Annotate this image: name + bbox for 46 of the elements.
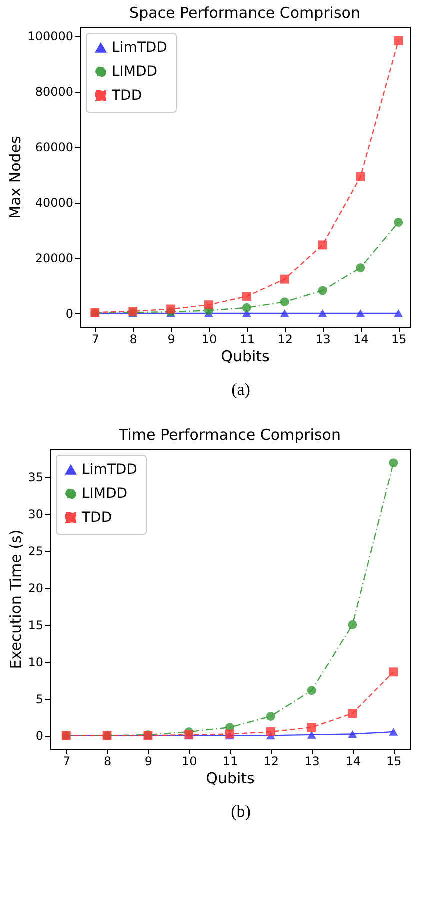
y-axis-title: Execution Time (s) xyxy=(7,530,26,670)
y-tick-label: 20000 xyxy=(35,251,74,266)
x-tick-label: 14 xyxy=(346,754,361,768)
y-tick-label: 30 xyxy=(28,508,44,522)
text: (a) xyxy=(230,380,252,400)
legend-label: LimTDD xyxy=(82,462,138,478)
x-tick-label: 7 xyxy=(63,754,71,768)
legend-label: LimTDD xyxy=(112,40,168,56)
chart-title: Time Performance Comprison xyxy=(118,426,341,444)
y-axis-title: Max Nodes xyxy=(6,136,25,219)
y-tick-label: 35 xyxy=(28,470,44,485)
legend-label: TDD xyxy=(81,510,112,526)
y-tick-label: 15 xyxy=(28,618,44,632)
legend-label: LIMDD xyxy=(112,64,158,80)
y-tick-label: 80000 xyxy=(35,85,74,100)
x-tick-label: 13 xyxy=(304,754,320,768)
x-axis-title: Qubits xyxy=(206,770,256,788)
x-tick-label: 9 xyxy=(168,332,176,346)
y-tick-label: 0 xyxy=(36,729,44,744)
x-tick-label: 9 xyxy=(144,754,152,768)
x-tick-label: 11 xyxy=(222,754,238,768)
x-tick-label: 7 xyxy=(92,332,100,346)
y-tick-label: 25 xyxy=(28,544,44,558)
x-tick-label: 8 xyxy=(130,332,138,346)
text: (b) xyxy=(230,802,252,822)
x-tick-label: 13 xyxy=(316,332,331,346)
x-tick-label: 10 xyxy=(182,754,198,768)
x-tick-label: 10 xyxy=(202,332,218,346)
x-tick-label: 15 xyxy=(386,754,402,768)
x-tick-label: 12 xyxy=(264,754,280,768)
y-tick-label: 20 xyxy=(28,581,44,596)
y-tick-label: 5 xyxy=(36,692,44,706)
legend-label: TDD xyxy=(111,88,142,104)
x-tick-label: 12 xyxy=(278,332,293,346)
x-tick-label: 15 xyxy=(391,332,407,346)
y-tick-label: 60000 xyxy=(35,140,74,155)
legend-label: LIMDD xyxy=(82,486,128,502)
y-tick-label: 10 xyxy=(28,655,44,670)
y-tick-label: 40000 xyxy=(35,196,74,210)
x-tick-label: 11 xyxy=(240,332,256,346)
y-tick-label: 0 xyxy=(66,306,74,321)
x-axis-title: Qubits xyxy=(221,348,270,366)
x-tick-label: 14 xyxy=(354,332,369,346)
y-tick-label: 100000 xyxy=(28,30,74,44)
x-tick-label: 8 xyxy=(104,754,112,768)
chart-title: Space Performance Comprison xyxy=(130,4,360,22)
